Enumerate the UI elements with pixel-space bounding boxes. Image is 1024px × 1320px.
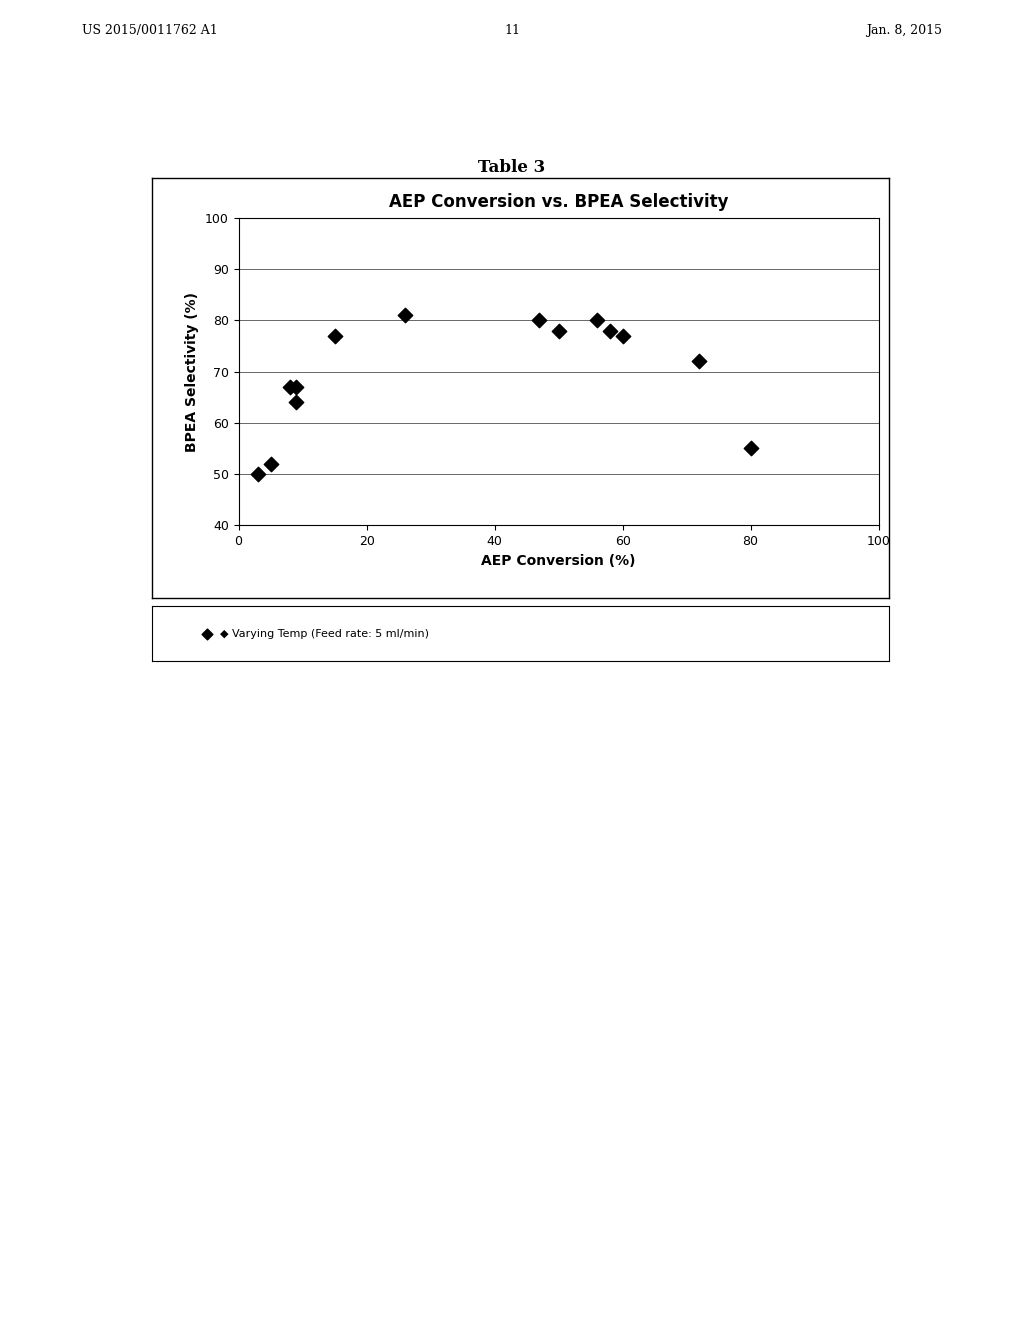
Text: 11: 11: [504, 24, 520, 37]
Point: [288, 392, 304, 413]
Point: [396, 305, 413, 326]
Point: [250, 463, 266, 484]
X-axis label: AEP Conversion (%): AEP Conversion (%): [481, 553, 636, 568]
Point: [602, 319, 618, 341]
Point: [327, 325, 343, 346]
Point: [742, 438, 759, 459]
Point: [614, 325, 631, 346]
Text: Jan. 8, 2015: Jan. 8, 2015: [866, 24, 942, 37]
Text: ◆ Varying Temp (Feed rate: 5 ml/min): ◆ Varying Temp (Feed rate: 5 ml/min): [220, 628, 429, 639]
Point: [262, 453, 279, 474]
Text: Table 3: Table 3: [478, 158, 546, 176]
Title: AEP Conversion vs. BPEA Selectivity: AEP Conversion vs. BPEA Selectivity: [389, 193, 728, 211]
Point: [288, 376, 304, 397]
Point: [531, 310, 548, 331]
Point: [1015, 371, 1024, 392]
Point: [551, 319, 567, 341]
Point: [691, 351, 708, 372]
Point: [282, 376, 298, 397]
Y-axis label: BPEA Selectivity (%): BPEA Selectivity (%): [185, 292, 200, 451]
Text: US 2015/0011762 A1: US 2015/0011762 A1: [82, 24, 218, 37]
Point: [589, 310, 605, 331]
